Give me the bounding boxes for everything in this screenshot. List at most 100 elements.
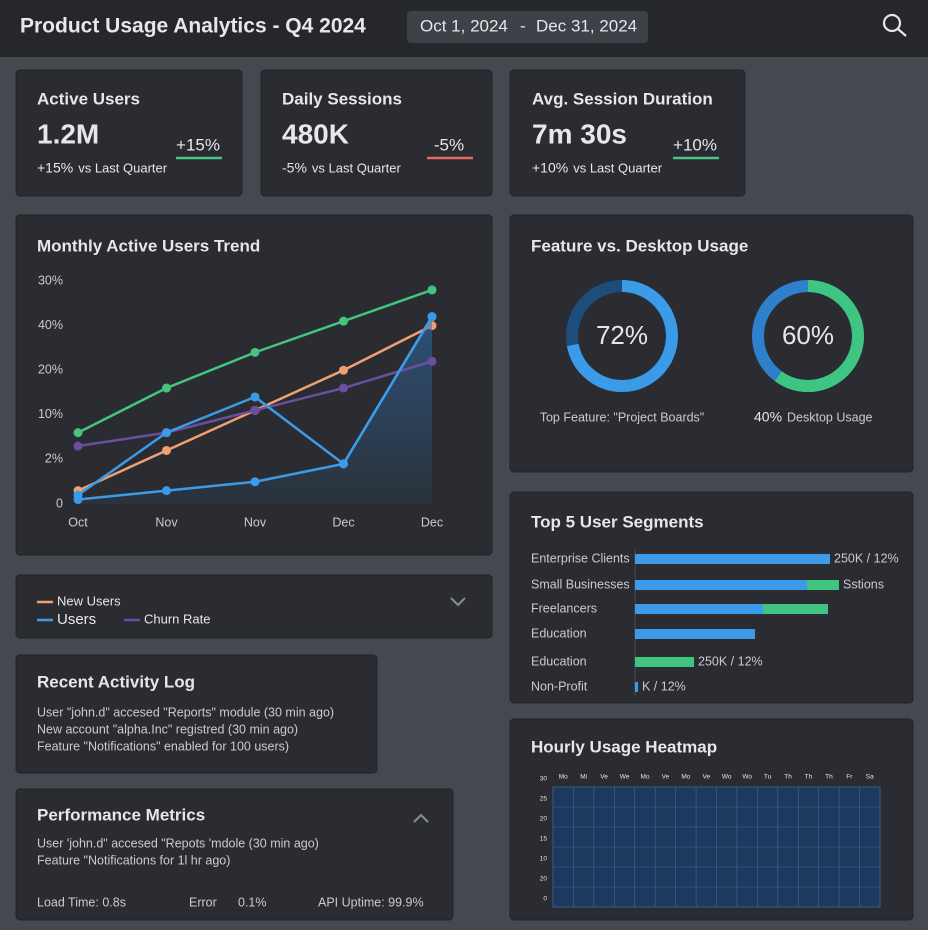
heatmap-y-label: 25: [540, 796, 548, 803]
heatmap-x-label: Mi: [580, 774, 587, 781]
collapse-chevron[interactable]: [413, 813, 429, 823]
kpi-card: [509, 69, 746, 197]
performance-metric: API Uptime: 99.9%: [318, 895, 424, 909]
heatmap-x-label: Th: [784, 774, 792, 781]
heatmap-x-label: Ve: [702, 774, 710, 781]
heatmap-x-label: Sa: [866, 774, 874, 781]
kpi-value: 480K: [282, 118, 349, 149]
kpi-title: Avg. Session Duration: [532, 89, 713, 108]
date-separator: -: [520, 16, 526, 35]
kpi-delta: +10%: [532, 160, 568, 176]
bar: [635, 682, 638, 692]
kpi-value: 1.2M: [37, 118, 99, 149]
y-tick-label: 2%: [45, 452, 63, 466]
page-title: Product Usage Analytics - Q4 2024: [20, 15, 366, 38]
heatmap-y-label: 20: [540, 876, 548, 883]
donut-arc: [566, 280, 678, 392]
point: [250, 405, 260, 415]
bar-label: Sstions: [843, 577, 884, 591]
chart-title: Hourly Usage Heatmap: [531, 737, 717, 756]
bar-label: 250K / 12%: [834, 551, 899, 565]
y-tick-label: 20%: [38, 362, 63, 376]
date-end: Dec 31, 2024: [536, 16, 637, 35]
legend-label: New Users: [57, 593, 121, 608]
x-tick-label: Dec: [421, 515, 443, 529]
bar: [635, 657, 694, 667]
point: [339, 383, 348, 393]
performance-line: User 'john.d" accesed "Repots 'mdole (30…: [37, 836, 319, 850]
point: [162, 428, 171, 438]
donut-label: 72%: [596, 320, 648, 350]
donut-label: 60%: [782, 320, 834, 350]
heatmap-x-label: Mo: [681, 774, 690, 781]
chart-title: Top 5 User Segments: [531, 512, 704, 531]
point: [73, 490, 83, 500]
kpi-title: Active Users: [37, 89, 140, 108]
bar-card: [509, 491, 914, 704]
legend-label: Users: [57, 611, 96, 628]
bar-category: Education: [531, 654, 587, 668]
donut-caption: Desktop Usage: [787, 410, 873, 424]
heatmap-x-label: We: [620, 774, 630, 781]
area: [78, 316, 432, 504]
performance-metric: Load Time: 0.8s: [37, 895, 126, 909]
kpi-delta-note: vs Last Quarter: [573, 160, 663, 175]
card-title: Recent Activity Log: [37, 672, 195, 691]
y-tick-label: 30%: [38, 273, 63, 287]
kpi-delta-note: vs Last Quarter: [78, 160, 168, 175]
point: [250, 392, 260, 402]
bar-label: 250K / 12%: [698, 654, 763, 668]
kpi-delta: -5%: [282, 160, 307, 176]
kpi-title: Daily Sessions: [282, 89, 402, 108]
performance-card: [15, 788, 454, 921]
bar: [807, 580, 839, 590]
donut-caption: Top Feature: "Project Boards": [540, 410, 705, 424]
point: [339, 316, 348, 326]
bar-label: K / 12%: [642, 679, 686, 693]
expand-chevron[interactable]: [450, 597, 466, 607]
heatmap-x-label: Mo: [640, 774, 649, 781]
x-tick-label: Oct: [68, 515, 88, 529]
bar: [635, 604, 763, 614]
kpi-card: [260, 69, 493, 197]
point: [73, 441, 83, 451]
activity-line: New account "alpha.Inc" registred (30 mi…: [37, 722, 298, 736]
x-tick-label: Nov: [155, 515, 178, 529]
heatmap-y-label: 0: [543, 896, 547, 903]
y-tick-label: 10%: [38, 407, 63, 421]
heatmap-x-label: Mo: [559, 774, 568, 781]
point: [339, 365, 348, 375]
bar: [635, 629, 755, 639]
heatmap-x-label: Tu: [764, 774, 772, 781]
point: [162, 383, 171, 393]
search-icon[interactable]: [882, 13, 907, 37]
point: [427, 285, 437, 295]
chart-title: Monthly Active Users Trend: [37, 236, 260, 255]
y-tick-label: 0: [56, 496, 63, 510]
point: [339, 459, 348, 469]
legend-card: [15, 574, 493, 639]
heatmap-x-label: Fr: [846, 774, 853, 781]
donut-card: [509, 214, 914, 473]
bar-category: Small Businesses: [531, 577, 630, 591]
point: [162, 445, 171, 455]
heatmap-y-label: 20: [540, 816, 548, 823]
point: [427, 312, 437, 322]
date-range[interactable]: [407, 11, 648, 43]
performance-line: Feature "Notifications for 1l hr ago): [37, 853, 230, 867]
kpi-badge: +10%: [673, 135, 717, 154]
point: [250, 347, 260, 357]
bar: [763, 604, 828, 614]
kpi-card: [15, 69, 243, 197]
point: [250, 477, 260, 487]
heatmap-x-label: Wo: [742, 774, 752, 781]
date-start: Oct 1, 2024: [420, 16, 508, 35]
activity-line: Feature "Notifications" enabled for 100 …: [37, 739, 289, 753]
activity-line: User "john.d" accesed "Reports" module (…: [37, 705, 334, 719]
heatmap-x-label: Th: [805, 774, 813, 781]
bar: [635, 554, 830, 564]
kpi-delta-note: vs Last Quarter: [312, 160, 402, 175]
y-tick-label: 40%: [38, 318, 63, 332]
